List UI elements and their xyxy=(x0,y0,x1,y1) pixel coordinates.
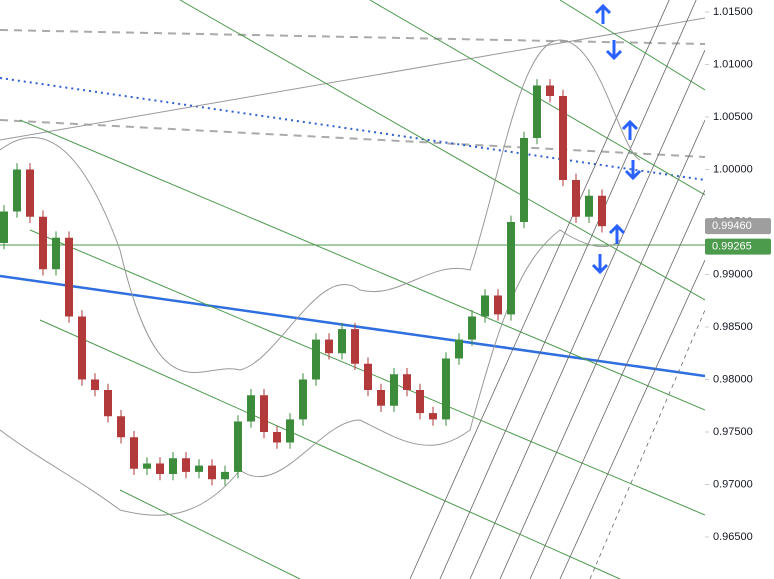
candle-body xyxy=(130,437,138,469)
candle-body xyxy=(143,463,151,469)
candle-body xyxy=(104,389,112,417)
candle-body xyxy=(559,95,567,180)
candle-body xyxy=(91,379,99,390)
y-tick-label: 0.99000 xyxy=(713,268,753,280)
y-tick-label: 0.98000 xyxy=(713,373,753,385)
candle-body xyxy=(585,195,593,217)
candle-body xyxy=(299,379,307,420)
candle-body xyxy=(195,465,203,472)
y-tick-label: 0.97500 xyxy=(713,426,753,438)
y-tick-label: 0.97000 xyxy=(713,478,753,490)
candle-body xyxy=(338,329,346,354)
candle-body xyxy=(351,329,359,364)
candle-body xyxy=(65,237,73,317)
candle-body xyxy=(13,169,21,212)
price-label: 0.99460 xyxy=(712,220,752,232)
candle-body xyxy=(520,137,528,222)
candle-body xyxy=(507,221,515,315)
candle-body xyxy=(442,358,450,420)
candle-body xyxy=(364,363,372,390)
candle-body xyxy=(273,431,281,443)
candle-body xyxy=(234,421,242,472)
candle-body xyxy=(546,85,554,96)
candle-body xyxy=(169,458,177,474)
y-tick-label: 1.01000 xyxy=(713,58,753,70)
price-label: 0.99265 xyxy=(712,241,752,253)
candle-body xyxy=(455,339,463,359)
candle-body xyxy=(429,413,437,420)
candle-body xyxy=(182,458,190,472)
candle-body xyxy=(468,316,476,340)
candle-body xyxy=(312,339,320,380)
candle-body xyxy=(156,463,164,474)
drawings xyxy=(0,0,705,579)
axis-bg xyxy=(705,0,774,579)
candle-body xyxy=(494,295,502,315)
candle-body xyxy=(221,471,229,480)
candle-body xyxy=(481,295,489,317)
candle-body xyxy=(533,85,541,138)
candle-body xyxy=(52,237,60,270)
candle-body xyxy=(416,389,424,414)
candle-body xyxy=(247,395,255,422)
y-tick-label: 0.96500 xyxy=(713,531,753,543)
candle-body xyxy=(208,465,216,480)
y-tick-label: 1.00000 xyxy=(713,163,753,175)
price-label-box xyxy=(705,218,771,235)
arrows xyxy=(591,3,642,275)
price-label-box xyxy=(705,238,771,255)
candle-body xyxy=(403,374,411,390)
y-tick-label: 0.98500 xyxy=(713,321,753,333)
y-tick-label: 1.01500 xyxy=(713,6,753,18)
candle-body xyxy=(260,395,268,432)
candle-body xyxy=(390,374,398,406)
y-tick-label: 1.00500 xyxy=(713,111,753,123)
candle-body xyxy=(572,179,580,217)
candle-body xyxy=(0,211,8,243)
candle-body xyxy=(377,389,385,406)
candle-body xyxy=(598,195,606,227)
candle-body xyxy=(286,419,294,443)
candle-body xyxy=(39,216,47,270)
candle-body xyxy=(117,416,125,438)
candle-body xyxy=(325,339,333,354)
candle-body xyxy=(78,316,86,380)
candle-body xyxy=(26,169,34,217)
